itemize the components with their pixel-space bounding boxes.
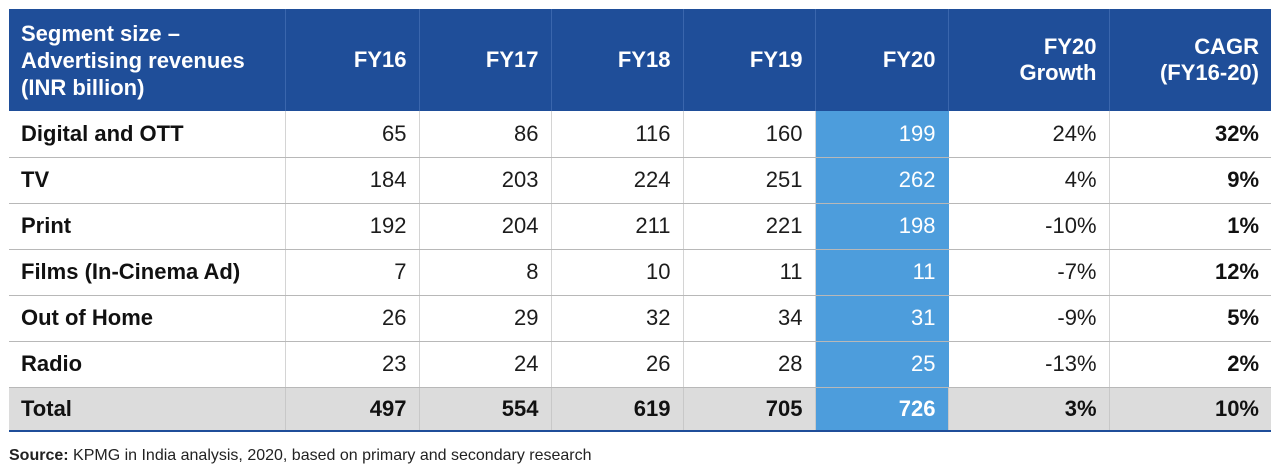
fy19-cell: 11	[683, 249, 816, 296]
header-fy16: FY16	[285, 9, 420, 111]
fy20-cell: 25	[815, 341, 949, 388]
fy16-cell: 23	[285, 341, 420, 388]
header-cagr-line1: CAGR	[1194, 34, 1259, 59]
fy17-cell: 204	[419, 203, 552, 250]
fy18-cell: 224	[551, 157, 684, 204]
growth-cell: -13%	[948, 341, 1110, 388]
fy18-cell: 32	[551, 295, 684, 342]
table-row: Digital and OTT 65 86 116 160 199 24% 32…	[9, 111, 1271, 158]
header-fy17: FY17	[419, 9, 552, 111]
fy19-cell: 34	[683, 295, 816, 342]
fy20-cell: 198	[815, 203, 949, 250]
cagr-cell: 12%	[1109, 249, 1271, 296]
header-cagr-line2: (FY16-20)	[1159, 60, 1259, 85]
fy20-cell: 31	[815, 295, 949, 342]
fy18-cell: 116	[551, 111, 684, 158]
segment-cell: Digital and OTT	[9, 111, 286, 158]
fy19-cell: 28	[683, 341, 816, 388]
header-fy18: FY18	[551, 9, 684, 111]
header-fy19: FY19	[683, 9, 816, 111]
total-fy20-cell: 726	[815, 387, 949, 432]
fy20-cell: 199	[815, 111, 949, 158]
table-row: Radio 23 24 26 28 25 -13% 2%	[9, 341, 1271, 388]
header-segment-line3: (INR billion)	[21, 74, 145, 100]
fy19-cell: 160	[683, 111, 816, 158]
segment-cell: Radio	[9, 341, 286, 388]
table-header-row: Segment size – Advertising revenues (INR…	[9, 9, 1271, 111]
total-row: Total 497 554 619 705 726 3% 10%	[9, 387, 1271, 432]
source-text: KPMG in India analysis, 2020, based on p…	[68, 447, 592, 464]
table-row: TV 184 203 224 251 262 4% 9%	[9, 157, 1271, 204]
header-growth-line1: FY20	[1043, 34, 1097, 59]
fy16-cell: 184	[285, 157, 420, 204]
fy17-cell: 203	[419, 157, 552, 204]
fy17-cell: 29	[419, 295, 552, 342]
segment-cell: Out of Home	[9, 295, 286, 342]
growth-cell: 24%	[948, 111, 1110, 158]
cagr-cell: 9%	[1109, 157, 1271, 204]
header-segment-line1: Segment size –	[21, 20, 180, 46]
fy20-cell: 11	[815, 249, 949, 296]
cagr-cell: 2%	[1109, 341, 1271, 388]
fy17-cell: 24	[419, 341, 552, 388]
source-note: Source: KPMG in India analysis, 2020, ba…	[9, 447, 592, 465]
fy19-cell: 251	[683, 157, 816, 204]
header-cagr: CAGR (FY16-20)	[1109, 9, 1271, 111]
fy16-cell: 65	[285, 111, 420, 158]
cagr-cell: 5%	[1109, 295, 1271, 342]
fy18-cell: 211	[551, 203, 684, 250]
total-cagr-cell: 10%	[1109, 387, 1271, 432]
header-fy20: FY20	[815, 9, 949, 111]
total-growth-cell: 3%	[948, 387, 1110, 432]
total-fy19-cell: 705	[683, 387, 816, 432]
table-row: Out of Home 26 29 32 34 31 -9% 5%	[9, 295, 1271, 342]
fy19-cell: 221	[683, 203, 816, 250]
header-growth-line2: Growth	[1019, 60, 1097, 85]
growth-cell: -9%	[948, 295, 1110, 342]
header-segment-line2: Advertising revenues	[21, 47, 245, 73]
header-growth: FY20 Growth	[948, 9, 1110, 111]
segment-cell: TV	[9, 157, 286, 204]
table-row: Print 192 204 211 221 198 -10% 1%	[9, 203, 1271, 250]
fy16-cell: 26	[285, 295, 420, 342]
fy17-cell: 86	[419, 111, 552, 158]
segment-cell: Films (In-Cinema Ad)	[9, 249, 286, 296]
fy18-cell: 10	[551, 249, 684, 296]
fy20-cell: 262	[815, 157, 949, 204]
cagr-cell: 1%	[1109, 203, 1271, 250]
growth-cell: -7%	[948, 249, 1110, 296]
fy16-cell: 7	[285, 249, 420, 296]
total-label-cell: Total	[9, 387, 286, 432]
total-fy18-cell: 619	[551, 387, 684, 432]
fy17-cell: 8	[419, 249, 552, 296]
growth-cell: -10%	[948, 203, 1110, 250]
total-fy17-cell: 554	[419, 387, 552, 432]
fy16-cell: 192	[285, 203, 420, 250]
cagr-cell: 32%	[1109, 111, 1271, 158]
growth-cell: 4%	[948, 157, 1110, 204]
total-fy16-cell: 497	[285, 387, 420, 432]
table-row: Films (In-Cinema Ad) 7 8 10 11 11 -7% 12…	[9, 249, 1271, 296]
fy18-cell: 26	[551, 341, 684, 388]
segment-cell: Print	[9, 203, 286, 250]
advertising-revenue-table: Segment size – Advertising revenues (INR…	[9, 9, 1271, 432]
source-label: Source:	[9, 447, 69, 464]
header-segment: Segment size – Advertising revenues (INR…	[9, 9, 286, 111]
segment-table-container: Segment size – Advertising revenues (INR…	[9, 9, 1271, 432]
